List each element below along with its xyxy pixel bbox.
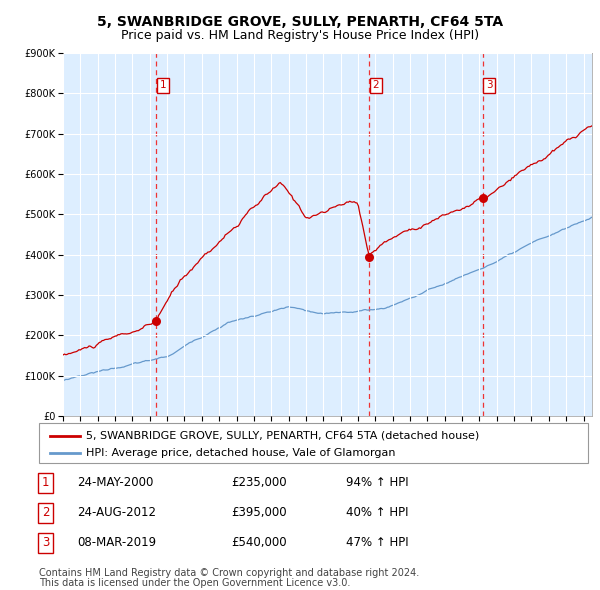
Text: 2: 2 bbox=[42, 506, 49, 519]
Text: £540,000: £540,000 bbox=[231, 536, 287, 549]
Text: 1: 1 bbox=[160, 80, 166, 90]
Text: 94% ↑ HPI: 94% ↑ HPI bbox=[346, 476, 409, 489]
Text: 5, SWANBRIDGE GROVE, SULLY, PENARTH, CF64 5TA: 5, SWANBRIDGE GROVE, SULLY, PENARTH, CF6… bbox=[97, 15, 503, 29]
Text: 3: 3 bbox=[486, 80, 493, 90]
Text: £235,000: £235,000 bbox=[231, 476, 287, 489]
Text: HPI: Average price, detached house, Vale of Glamorgan: HPI: Average price, detached house, Vale… bbox=[86, 448, 395, 458]
Text: This data is licensed under the Open Government Licence v3.0.: This data is licensed under the Open Gov… bbox=[39, 578, 350, 588]
Text: 08-MAR-2019: 08-MAR-2019 bbox=[77, 536, 157, 549]
Text: 3: 3 bbox=[42, 536, 49, 549]
Text: 5, SWANBRIDGE GROVE, SULLY, PENARTH, CF64 5TA (detached house): 5, SWANBRIDGE GROVE, SULLY, PENARTH, CF6… bbox=[86, 431, 479, 441]
Text: 24-MAY-2000: 24-MAY-2000 bbox=[77, 476, 154, 489]
Text: £395,000: £395,000 bbox=[231, 506, 287, 519]
Text: Contains HM Land Registry data © Crown copyright and database right 2024.: Contains HM Land Registry data © Crown c… bbox=[39, 568, 419, 578]
Text: Price paid vs. HM Land Registry's House Price Index (HPI): Price paid vs. HM Land Registry's House … bbox=[121, 30, 479, 42]
FancyBboxPatch shape bbox=[39, 423, 588, 463]
Text: 40% ↑ HPI: 40% ↑ HPI bbox=[346, 506, 409, 519]
Text: 24-AUG-2012: 24-AUG-2012 bbox=[77, 506, 157, 519]
Text: 1: 1 bbox=[42, 476, 49, 489]
Text: 47% ↑ HPI: 47% ↑ HPI bbox=[346, 536, 409, 549]
Text: 2: 2 bbox=[373, 80, 379, 90]
